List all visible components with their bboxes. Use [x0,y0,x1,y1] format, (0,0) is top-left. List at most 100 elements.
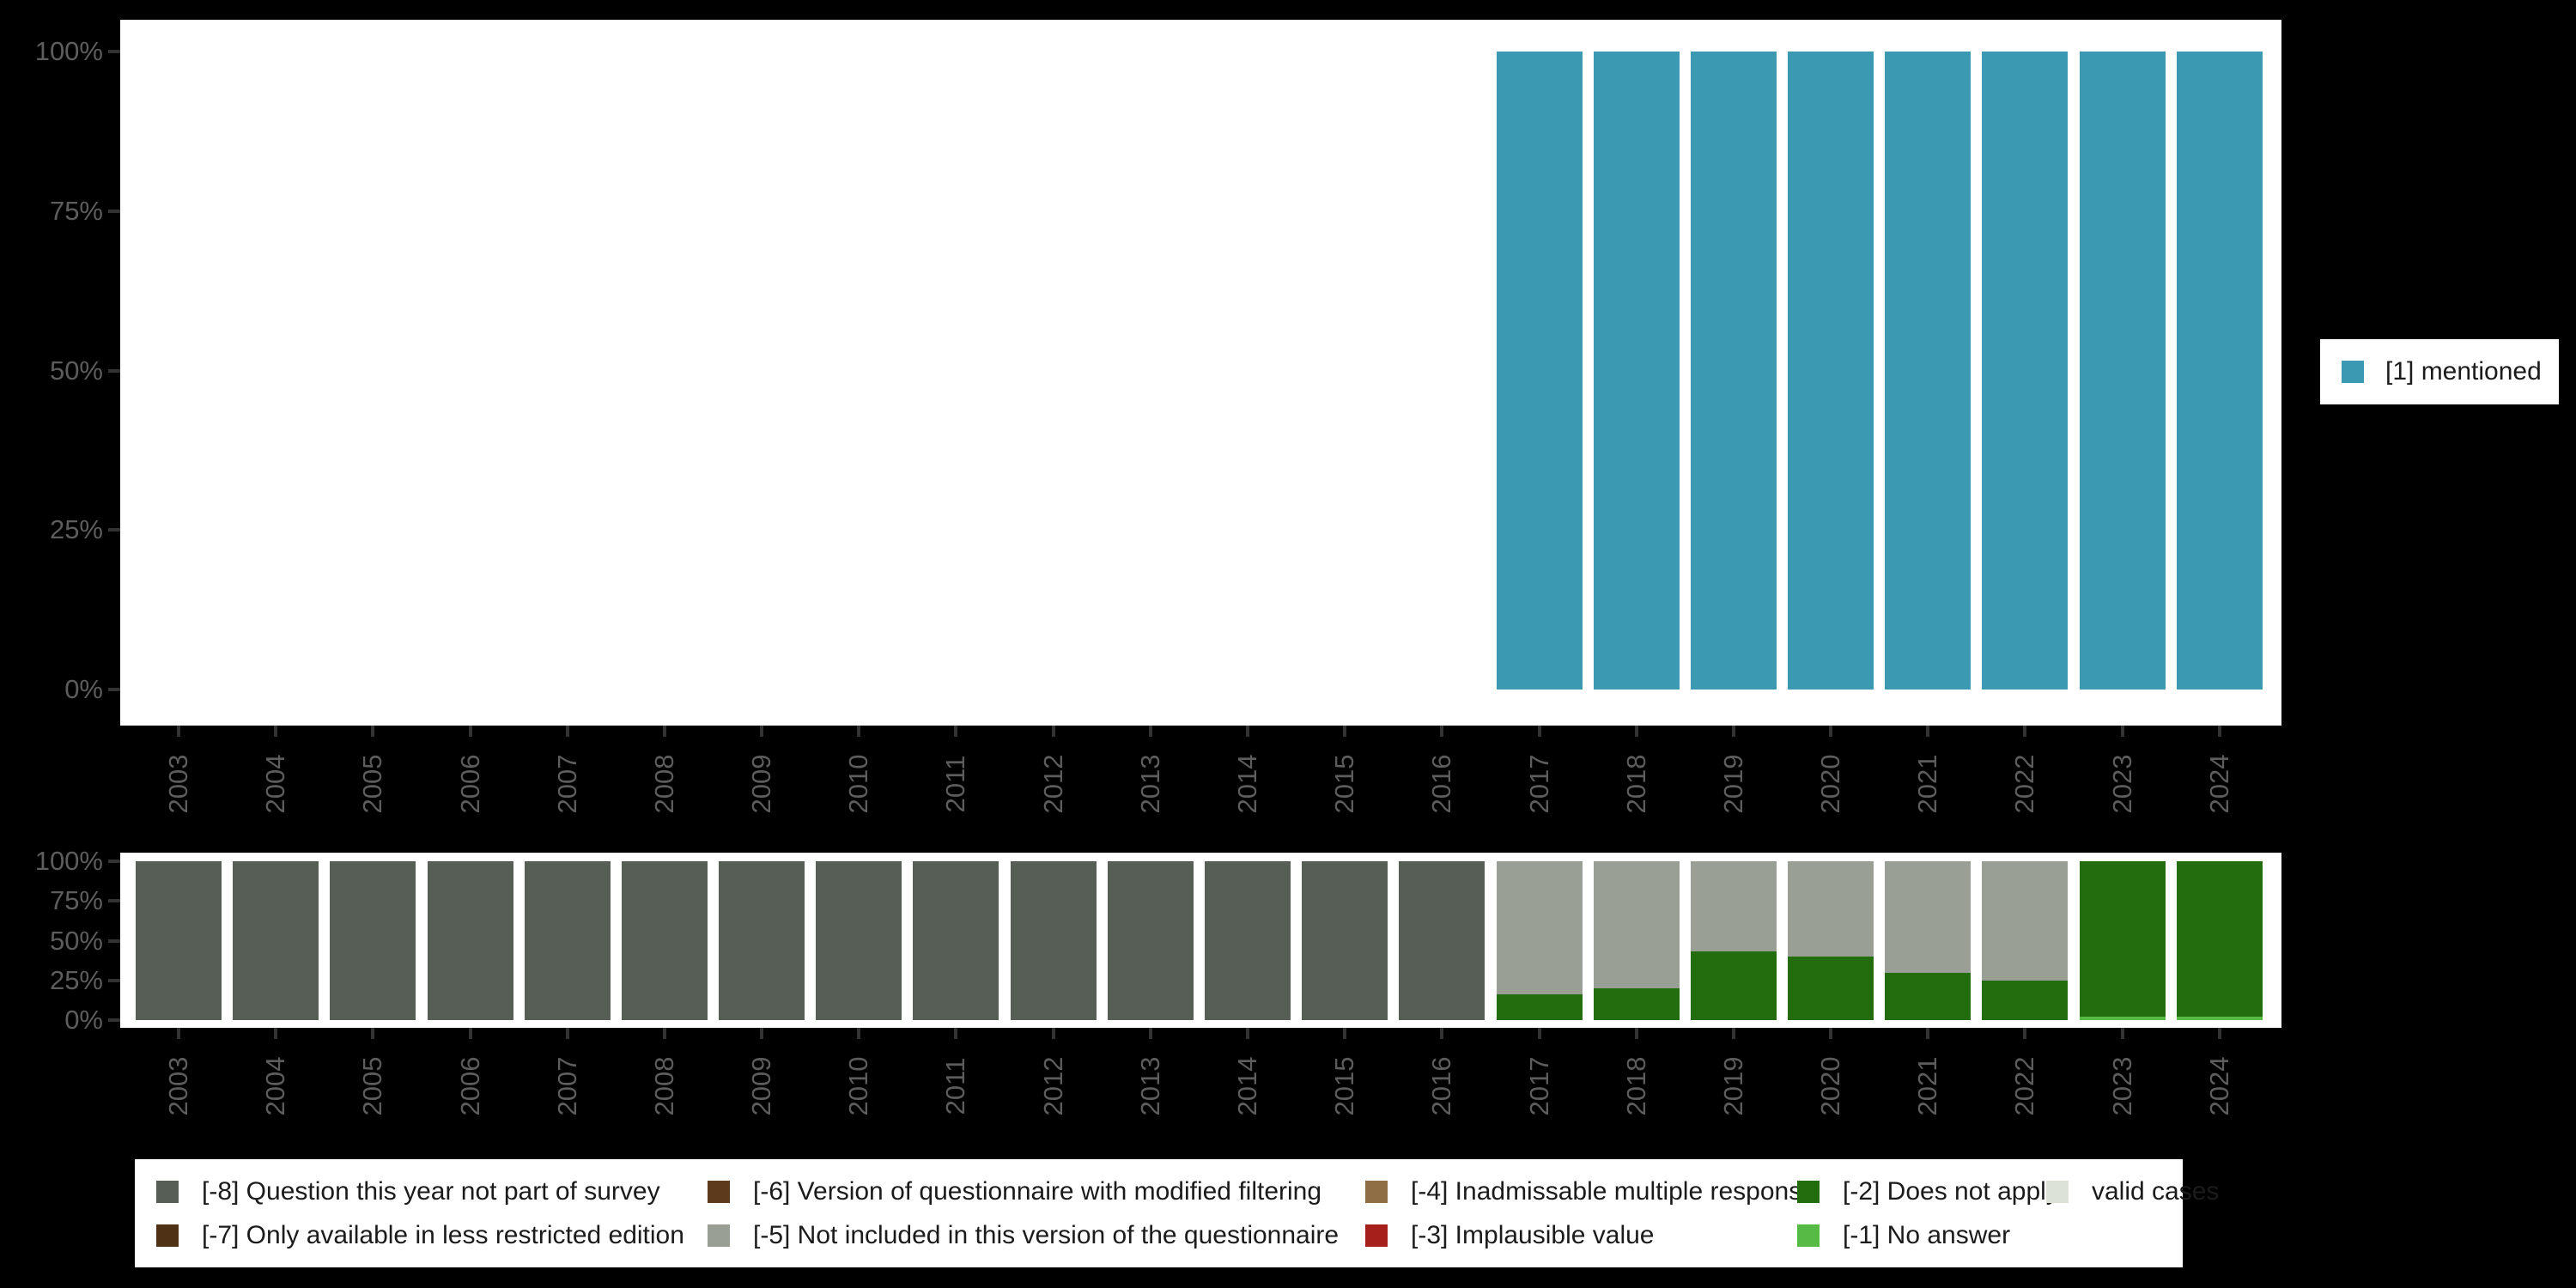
y-axis-label: 50% [49,355,103,386]
x-axis-label: 2005 [357,1056,388,1116]
x-axis-label: 2013 [1134,1056,1165,1116]
bar-segment [1885,972,1971,1020]
x-axis-label: 2004 [260,754,291,814]
legend-swatch [1365,1224,1388,1247]
x-axis-label: 2016 [1426,1056,1457,1116]
legend-label: [-7] Only available in less restricted e… [202,1221,684,1249]
x-axis-label: 2008 [648,1056,679,1116]
y-axis-tick [108,368,120,373]
y-axis-label: 50% [49,925,103,956]
x-axis-label: 2003 [163,1056,193,1116]
x-axis-tick [662,1028,666,1039]
y-axis-tick [108,528,120,532]
x-axis-label: 2010 [843,1056,874,1116]
legend-label: [-8] Question this year not part of surv… [202,1177,660,1206]
bar-segment [2079,52,2166,690]
x-axis-tick [1245,1028,1249,1039]
bar-segment [1593,988,1680,1020]
legend-swatch [156,1224,179,1247]
x-axis-tick [954,1028,958,1039]
x-axis-label: 2022 [2009,1056,2040,1116]
legend-label: [-2] Does not apply [1843,1177,2059,1206]
legend-label: [-1] No answer [1843,1221,2011,1249]
legend-label: [-3] Implausible value [1411,1221,1655,1249]
x-axis-tick [274,726,278,737]
x-axis-tick [1440,1028,1444,1039]
top-legend: [1] mentioned [2320,339,2559,404]
x-axis-label: 2021 [1912,754,1943,814]
bar-segment [2176,861,2263,1018]
x-axis-tick [371,1028,375,1039]
bar-segment [1496,52,1583,690]
x-axis-tick [1148,726,1152,737]
bar-segment [816,861,902,1020]
x-axis-label: 2006 [454,754,485,814]
x-axis-tick [1731,726,1735,737]
x-axis-tick [1343,1028,1347,1039]
bar-segment [719,861,805,1020]
y-axis-label: 0% [64,1005,103,1035]
x-axis-label: 2018 [1620,1056,1651,1116]
bar-segment [1690,861,1777,952]
x-axis-tick [2120,726,2124,737]
x-axis-label: 2013 [1134,754,1165,814]
x-axis-label: 2016 [1426,754,1457,814]
x-axis-tick [760,726,764,737]
legend-label: valid cases [2092,1177,2220,1206]
x-axis-tick [954,726,958,737]
x-axis-tick [1926,726,1930,737]
bar-segment [1399,861,1485,1020]
x-axis-tick [1440,726,1444,737]
x-axis-label: 2003 [163,754,193,814]
bar-segment [1302,861,1388,1020]
x-axis-label: 2020 [1815,754,1846,814]
x-axis-label: 2009 [746,754,777,814]
bar-segment [1107,861,1194,1020]
x-axis-label: 2014 [1231,754,1262,814]
x-axis-tick [1829,726,1833,737]
x-axis-label: 2012 [1037,1056,1068,1116]
bottom-legend: [-8] Question this year not part of surv… [135,1159,2219,1267]
x-axis-label: 2006 [454,1056,485,1116]
x-axis-label: 2015 [1329,754,1360,814]
y-axis-tick [108,978,120,982]
x-axis-tick [177,726,180,737]
x-axis-label: 2019 [1717,1056,1748,1116]
legend-swatch [1797,1181,1820,1203]
x-axis-label: 2018 [1620,754,1651,814]
bar-segment [1982,861,2069,981]
x-axis-tick [2023,726,2027,737]
bar-segment [1982,52,2069,690]
bar-segment [1885,52,1971,690]
bar-segment [1690,951,1777,1020]
x-axis-tick [1343,726,1347,737]
bar-segment [1010,861,1097,1020]
legend-swatch [1365,1181,1388,1203]
x-axis-label: 2014 [1231,1056,1262,1116]
x-axis-label: 2023 [2106,754,2137,814]
legend-label-mentioned: [1] mentioned [2385,357,2542,386]
x-axis-tick [857,1028,861,1039]
bar-segment [1788,52,1874,690]
x-axis-label: 2023 [2106,1056,2137,1116]
x-axis-label: 2005 [357,754,388,814]
x-axis-label: 2021 [1912,1056,1943,1116]
x-axis-label: 2010 [843,754,874,814]
x-axis-tick [760,1028,764,1039]
bar-segment [1788,957,1874,1020]
y-axis-label: 25% [49,514,103,545]
bar-segment [1593,52,1680,690]
bar-segment [2176,52,2263,690]
y-axis-label: 0% [64,674,103,704]
legend-swatch [1797,1224,1820,1247]
x-axis-tick [1148,1028,1152,1039]
y-axis-tick [108,939,120,943]
bar-segment [427,861,513,1020]
x-axis-tick [565,1028,569,1039]
y-axis-label: 100% [34,846,103,876]
y-axis-label: 25% [49,964,103,995]
legend-swatch [156,1181,179,1203]
bar-segment [1690,52,1777,690]
x-axis-tick [1634,1028,1638,1039]
bar-segment [524,861,611,1020]
